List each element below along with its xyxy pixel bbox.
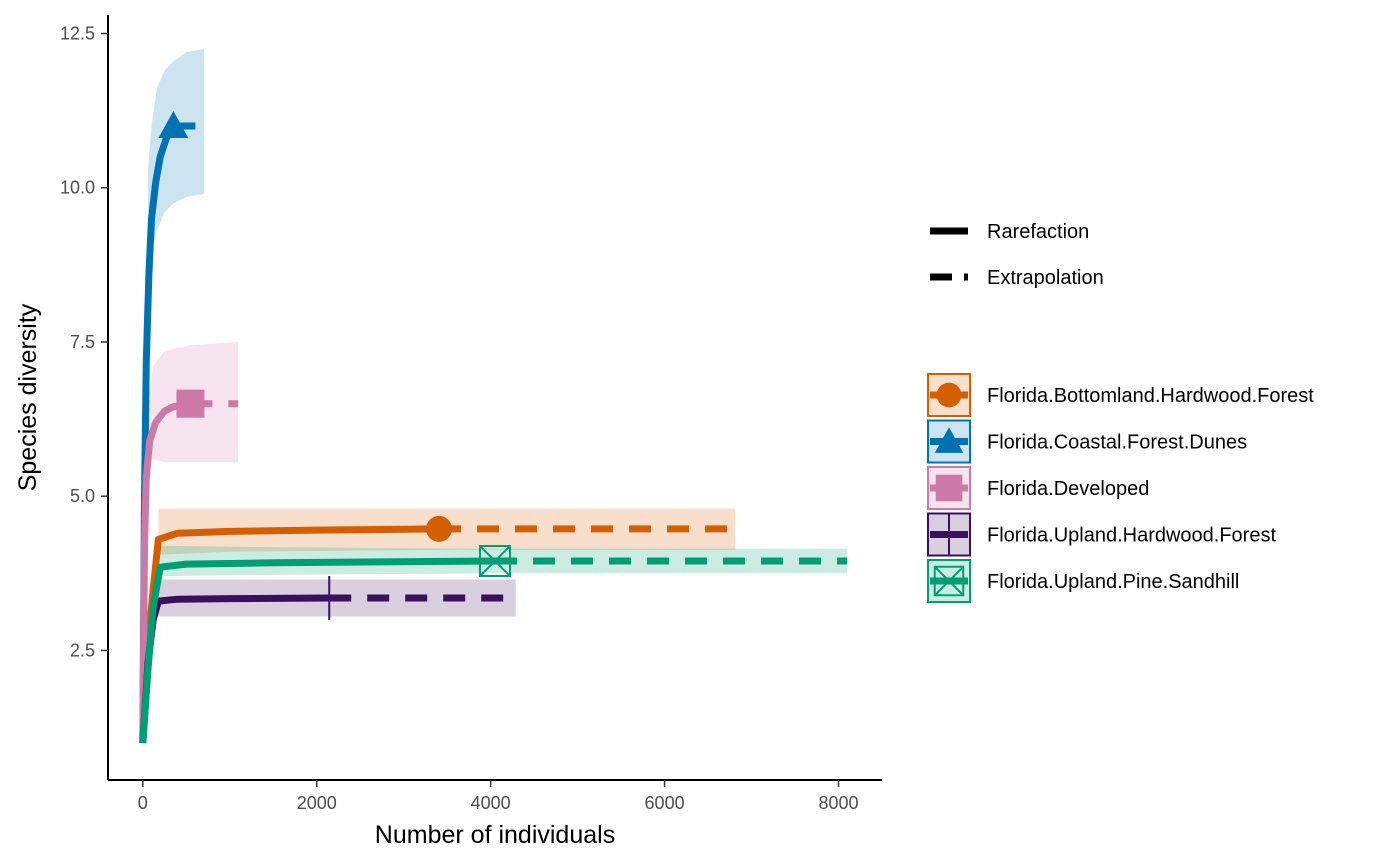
observed-point-4	[479, 544, 511, 577]
legend-series-marker	[933, 565, 965, 597]
observed-point-1	[158, 111, 189, 139]
rarefaction-line-1	[139, 124, 177, 744]
legend-series-label: Florida.Upland.Pine.Sandhill	[987, 571, 1239, 593]
legend-series-marker	[932, 513, 966, 556]
x-axis-title: Number of individuals	[375, 821, 615, 849]
x-tick-label: 8000	[818, 793, 858, 813]
y-axis-title: Species diversity	[14, 303, 42, 491]
x-axis-ticks: 0 2000 4000 6000 8000	[138, 780, 859, 813]
legend-series-item: Florida.Upland.Hardwood.Forest	[927, 512, 1276, 557]
x-tick-label: 2000	[297, 793, 337, 813]
legend-series-marker	[934, 427, 964, 453]
rarefaction-line-4	[139, 557, 496, 744]
x-tick-label: 6000	[645, 793, 685, 813]
legend-linetype: Rarefaction Extrapolation	[930, 221, 1104, 289]
legend-series-label: Florida.Upland.Hardwood.Forest	[987, 525, 1276, 547]
legend-series-label: Florida.Bottomland.Hardwood.Forest	[987, 385, 1314, 407]
observed-point-0	[425, 515, 452, 542]
observed-point-3	[311, 576, 347, 621]
axes	[107, 15, 882, 781]
legend-series-item: Florida.Coastal.Forest.Dunes	[927, 419, 1247, 464]
y-tick-label: 12.5	[60, 24, 95, 44]
y-axis-ticks: 2.5 5.0 7.5 10.0 12.5	[60, 24, 108, 660]
series-lines	[139, 122, 848, 744]
legend-linetype-label: Rarefaction	[987, 221, 1089, 243]
y-tick-label: 5.0	[70, 486, 95, 506]
legend-series-item: Florida.Bottomland.Hardwood.Forest	[927, 373, 1314, 417]
y-tick-label: 7.5	[70, 332, 95, 352]
observed-point-2	[176, 389, 205, 418]
legend-series: Florida.Bottomland.Hardwood.Forest Florid…	[927, 373, 1314, 603]
legend-series-label: Florida.Coastal.Forest.Dunes	[987, 432, 1247, 454]
x-tick-label: 4000	[471, 793, 511, 813]
confidence-band-1	[148, 48, 204, 312]
series-markers	[158, 111, 511, 621]
legend-series-item: Florida.Developed	[927, 466, 1149, 510]
legend-series-marker	[935, 474, 963, 502]
legend-linetype-item: Rarefaction	[930, 221, 1089, 243]
legend-series-marker	[936, 382, 962, 408]
y-tick-label: 2.5	[70, 640, 95, 660]
legend-series-label: Florida.Developed	[987, 478, 1149, 500]
legend-series-item: Florida.Upland.Pine.Sandhill	[927, 559, 1239, 603]
legend-linetype-label: Extrapolation	[987, 267, 1104, 289]
rarefaction-line-3	[139, 594, 330, 744]
x-tick-label: 0	[138, 793, 148, 813]
rarefaction-line-2	[139, 400, 192, 744]
y-tick-label: 10.0	[60, 178, 95, 198]
legend-linetype-item: Extrapolation	[930, 267, 1104, 289]
